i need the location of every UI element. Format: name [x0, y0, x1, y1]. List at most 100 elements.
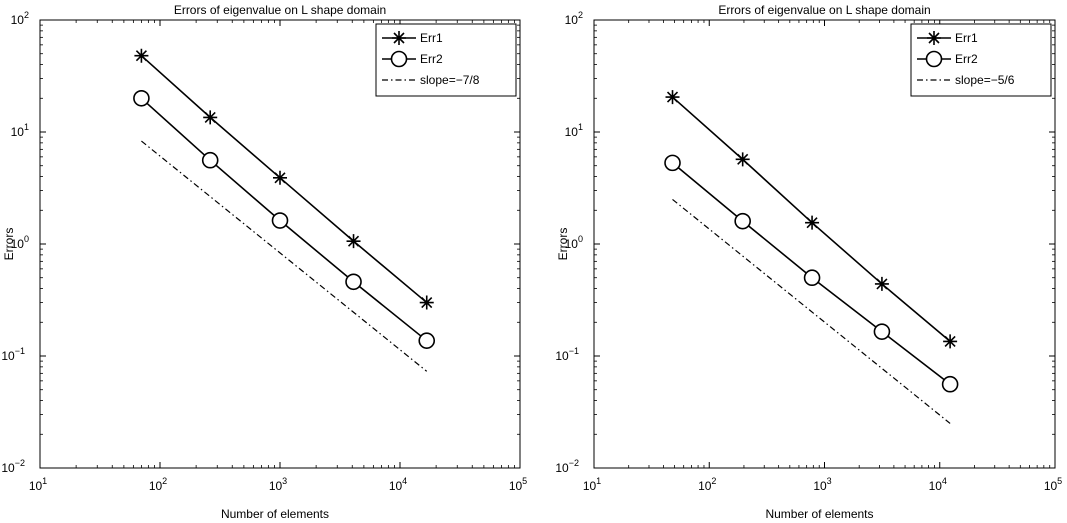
- x-tick-base: 10: [389, 479, 403, 493]
- x-axis-label: Number of elements: [221, 507, 329, 521]
- y-axis-label: Errors: [556, 228, 570, 261]
- legend-label: Err2: [955, 52, 978, 66]
- x-tick-exponent: 2: [162, 476, 167, 486]
- circle-marker: [345, 273, 362, 291]
- legend: Err1 Err2 slope=−5/6: [910, 23, 1052, 97]
- x-tick-base: 10: [149, 479, 163, 493]
- x-tick-exponent: 1: [596, 476, 601, 486]
- chart-title: Errors of eigenvalue on L shape domain: [174, 3, 386, 17]
- y-tick-label: 101: [565, 122, 583, 139]
- y-tick-exponent: 1: [578, 122, 583, 132]
- x-tick-exponent: 1: [42, 476, 47, 486]
- y-tick-exponent: 0: [24, 234, 29, 244]
- y-tick-base: 10: [565, 237, 579, 251]
- circle-marker: [271, 212, 289, 229]
- y-tick-exponent: 1: [24, 122, 29, 132]
- x-tick-base: 10: [509, 479, 523, 493]
- circle-marker: [803, 269, 821, 287]
- legend-label: Err1: [420, 31, 443, 45]
- series-line: [141, 140, 428, 372]
- x-tick-label: 104: [929, 476, 947, 493]
- legend-item-3: slope=−5/6: [917, 73, 1015, 87]
- asterisk-marker: [134, 48, 149, 63]
- asterisk-marker: [735, 152, 750, 167]
- legend-item-2: Err2: [382, 50, 443, 68]
- y-tick-base: 10: [11, 13, 25, 27]
- circle-marker: [941, 375, 959, 393]
- x-tick-exponent: 3: [282, 476, 287, 486]
- y-tick-base: 10: [555, 349, 569, 363]
- x-tick-base: 10: [929, 479, 943, 493]
- circle-marker: [734, 212, 751, 230]
- x-tick-exponent: 3: [827, 476, 832, 486]
- legend-item-3: slope=−7/8: [382, 73, 480, 87]
- y-tick-base: 10: [565, 125, 579, 139]
- x-tick-exponent: 5: [522, 476, 527, 486]
- y-tick-base: 10: [565, 13, 579, 27]
- x-tick-exponent: 4: [402, 476, 407, 486]
- x-tick-label: 105: [1044, 476, 1062, 493]
- y-tick-exponent: 2: [578, 10, 583, 20]
- y-tick-exponent: −1: [15, 346, 25, 356]
- x-tick-exponent: 5: [1057, 476, 1062, 486]
- y-tick-label: 10−2: [555, 458, 579, 475]
- y-tick-exponent: −2: [15, 458, 25, 468]
- y-tick-label: 102: [11, 10, 29, 27]
- x-tick-base: 10: [813, 479, 827, 493]
- x-tick-label: 103: [269, 476, 287, 493]
- asterisk-marker: [346, 234, 361, 249]
- x-tick-label: 101: [583, 476, 601, 493]
- asterisk-marker: [874, 276, 889, 291]
- y-tick-label: 100: [11, 234, 29, 251]
- circle-marker: [418, 332, 436, 349]
- x-tick-exponent: 4: [942, 476, 947, 486]
- y-tick-label: 10−1: [555, 346, 579, 363]
- legend-item-2: Err2: [917, 50, 978, 68]
- series-3: [672, 198, 951, 424]
- circle-marker: [133, 89, 150, 107]
- x-tick-base: 10: [29, 479, 43, 493]
- x-tick-base: 10: [583, 479, 597, 493]
- x-tick-label: 105: [509, 476, 527, 493]
- y-tick-label: 10−1: [1, 346, 25, 363]
- asterisk-marker: [419, 295, 434, 310]
- asterisk-marker: [665, 90, 680, 105]
- y-axis-label: Errors: [2, 228, 16, 261]
- circle-marker: [664, 154, 681, 172]
- y-tick-base: 10: [555, 461, 569, 475]
- chart-panel-2: Errors of eigenvalue on L shape domain 10…: [555, 3, 1062, 521]
- chart-panel-1: Errors of eigenvalue on L shape domain10…: [1, 3, 527, 521]
- asterisk-marker: [927, 31, 941, 45]
- y-tick-label: 101: [11, 122, 29, 139]
- y-tick-label: 100: [565, 234, 583, 251]
- x-tick-label: 103: [813, 476, 831, 493]
- minor-ticks: [594, 20, 1055, 468]
- y-tick-base: 10: [11, 125, 25, 139]
- legend: Err1 Err2 slope=−7/8: [375, 23, 517, 97]
- y-tick-exponent: 2: [24, 10, 29, 20]
- y-tick-label: 10−2: [1, 458, 25, 475]
- x-axis-label: Number of elements: [765, 507, 873, 521]
- asterisk-marker: [392, 31, 406, 45]
- legend-item-1: Err1: [917, 31, 978, 45]
- y-tick-exponent: −2: [569, 458, 579, 468]
- x-tick-base: 10: [1044, 479, 1058, 493]
- circle-marker: [201, 151, 219, 169]
- legend-label: slope=−5/6: [955, 73, 1015, 87]
- legend-label: slope=−7/8: [420, 73, 480, 87]
- circle-marker: [873, 323, 891, 340]
- legend-label: Err2: [420, 52, 443, 66]
- series-2: [133, 89, 436, 349]
- x-tick-label: 102: [698, 476, 716, 493]
- legend-label: Err1: [955, 31, 978, 45]
- asterisk-marker: [273, 170, 287, 185]
- chart-title: Errors of eigenvalue on L shape domain: [718, 3, 930, 17]
- y-tick-base: 10: [1, 349, 15, 363]
- series-3: [141, 140, 428, 372]
- asterisk-marker: [203, 110, 218, 125]
- x-tick-label: 104: [389, 476, 407, 493]
- legend-item-1: Err1: [382, 31, 443, 45]
- asterisk-marker: [805, 215, 820, 230]
- asterisk-marker: [943, 334, 958, 349]
